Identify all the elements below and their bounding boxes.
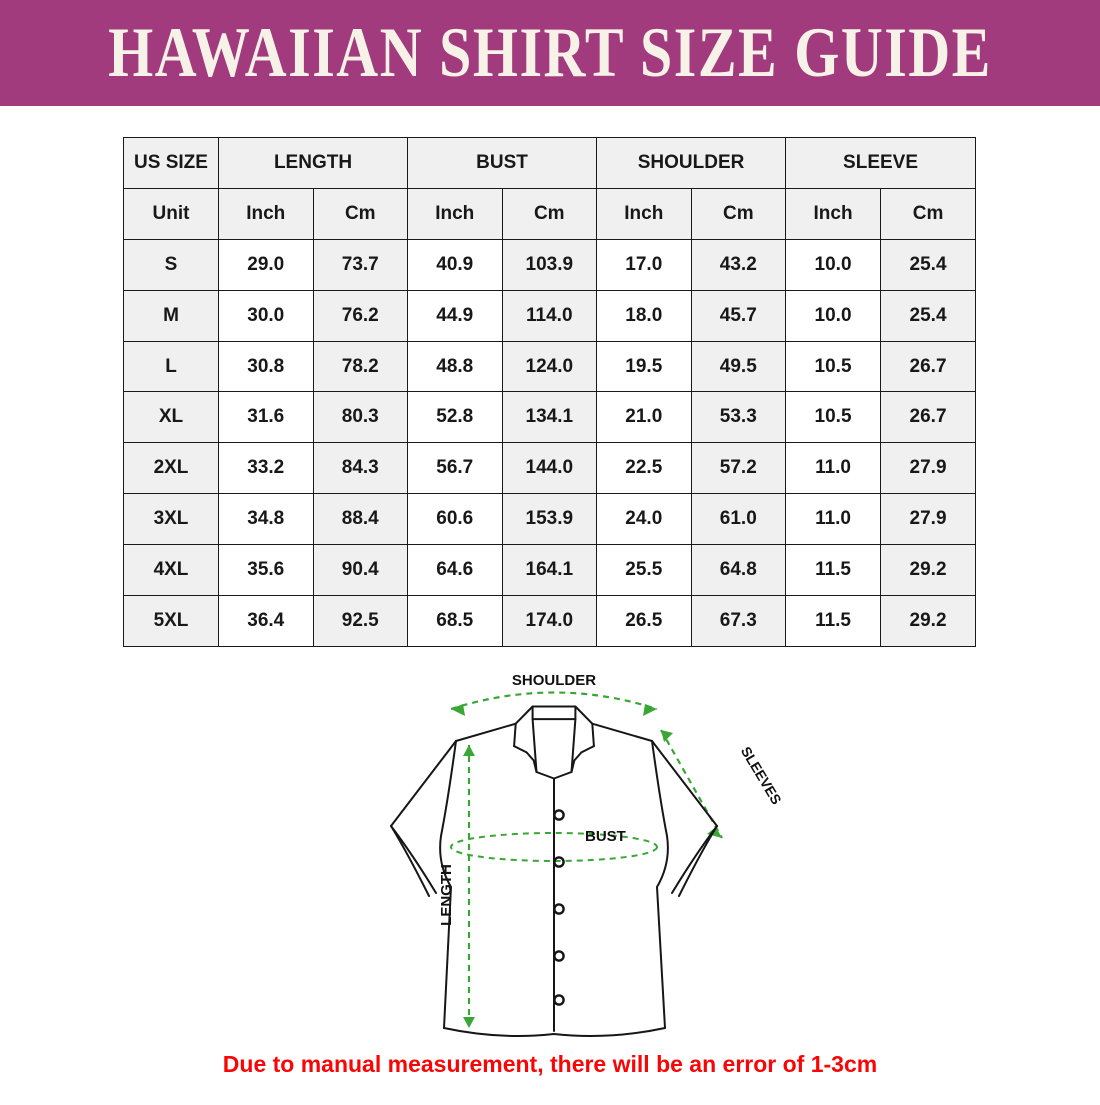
svg-text:LENGTH: LENGTH [438,864,455,926]
svg-text:SHOULDER: SHOULDER [512,672,596,689]
svg-text:SLEEVES: SLEEVES [738,744,785,808]
svg-text:BUST: BUST [585,828,626,845]
